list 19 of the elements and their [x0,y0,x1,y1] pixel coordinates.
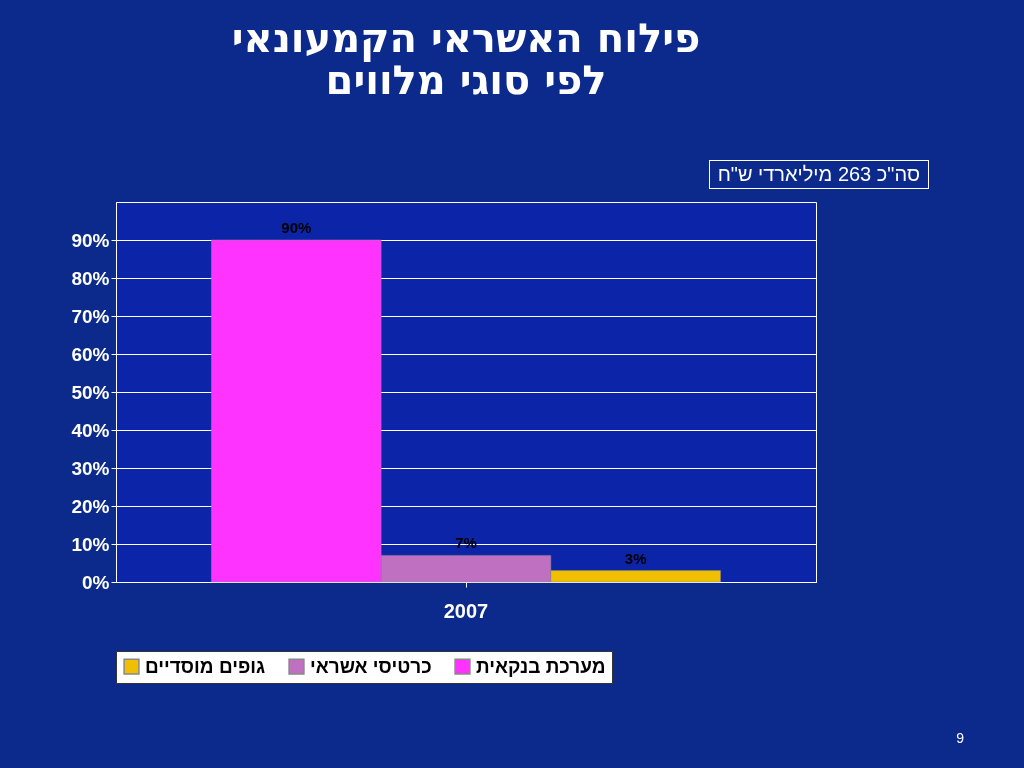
x-tick-label: 2007 [443,599,489,622]
y-tick-label: 80% [71,267,110,289]
y-tick-label: 40% [71,419,110,441]
legend-label: מערכת בנקאית [476,655,606,677]
legend-label: גופים מוסדיים [145,655,266,677]
data-label: 90% [281,219,312,236]
y-tick-label: 30% [71,457,110,479]
chart-title: פילוח האשראי הקמעונאי לפי סוגי מלווים [231,15,701,103]
y-tick-label: 50% [71,381,110,403]
y-tick-label: 70% [71,305,110,327]
y-tick-label: 60% [71,343,110,365]
text: 9 [956,730,964,746]
data-label: 3% [624,549,647,567]
text: סה"כ 263 מיליארדי ש"ח [708,160,929,189]
y-tick-label: 20% [71,495,110,517]
y-tick-label: 10% [71,533,110,555]
y-tick-label: 90% [71,229,110,251]
legend-label: כרטיסי אשראי [310,655,432,677]
y-tick-label: 0% [82,571,110,593]
